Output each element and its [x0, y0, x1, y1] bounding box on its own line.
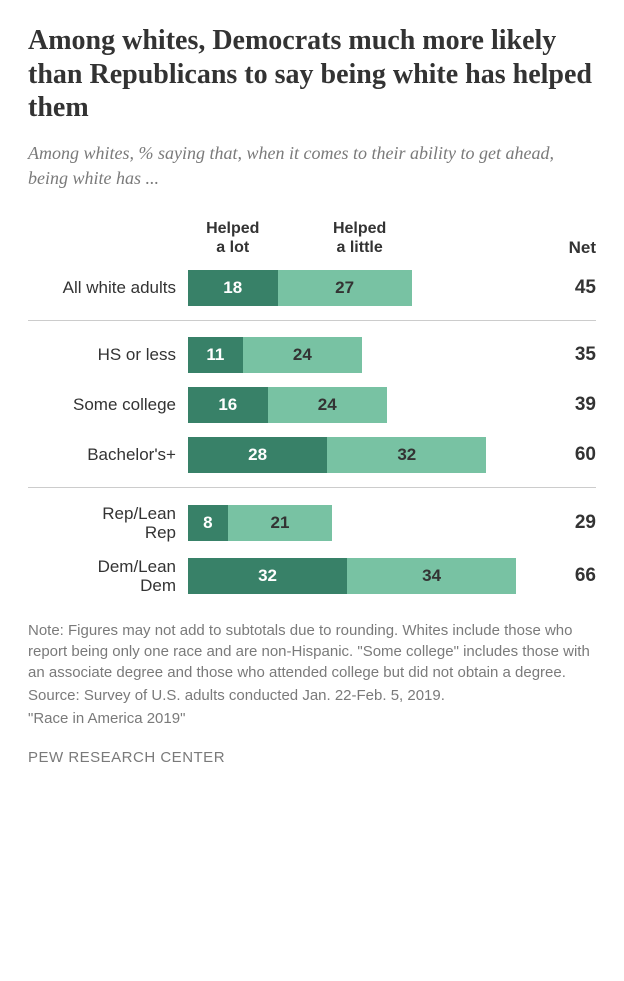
chart-row: All white adults182745 [28, 270, 596, 306]
chart-row: HS or less112435 [28, 337, 596, 373]
group-divider [28, 487, 596, 488]
bar-container: 1827 [188, 270, 546, 306]
bar-helped-little: 32 [327, 437, 486, 473]
bar-container: 821 [188, 505, 546, 541]
row-label: All white adults [28, 278, 188, 298]
net-value: 35 [546, 344, 596, 366]
chart-area: Helpeda lotHelpeda little Net All white … [28, 219, 596, 596]
header-labels: Helpeda lotHelpeda little [188, 219, 442, 257]
publisher: PEW RESEARCH CENTER [28, 749, 596, 766]
row-label: Some college [28, 395, 188, 415]
net-value: 66 [546, 565, 596, 587]
group-divider [28, 320, 596, 321]
row-label: HS or less [28, 345, 188, 365]
bar-container: 3234 [188, 558, 546, 594]
bar-helped-little: 27 [278, 270, 412, 306]
bar-helped-lot: 28 [188, 437, 327, 473]
header-helped-little: Helpeda little [278, 219, 442, 257]
net-value: 39 [546, 394, 596, 416]
bar-container: 1124 [188, 337, 546, 373]
chart-rows-container: All white adults182745HS or less112435So… [28, 270, 596, 596]
header-row: Helpeda lotHelpeda little Net [28, 219, 596, 257]
row-label: Dem/LeanDem [28, 557, 188, 596]
net-value: 60 [546, 444, 596, 466]
footnote-source: Source: Survey of U.S. adults conducted … [28, 685, 596, 706]
bar-helped-lot: 11 [188, 337, 243, 373]
row-label: Bachelor's+ [28, 445, 188, 465]
bar-helped-little: 24 [268, 387, 387, 423]
chart-subtitle: Among whites, % saying that, when it com… [28, 141, 596, 191]
footnote-note: Note: Figures may not add to subtotals d… [28, 620, 596, 683]
bar-container: 2832 [188, 437, 546, 473]
bar-helped-lot: 32 [188, 558, 347, 594]
net-value: 29 [546, 512, 596, 534]
row-label: Rep/LeanRep [28, 504, 188, 543]
chart-row: Dem/LeanDem323466 [28, 557, 596, 596]
footnote-report: "Race in America 2019" [28, 708, 596, 729]
footnotes: Note: Figures may not add to subtotals d… [28, 620, 596, 729]
bar-container: 1624 [188, 387, 546, 423]
bar-helped-little: 24 [243, 337, 362, 373]
chart-row: Rep/LeanRep82129 [28, 504, 596, 543]
header-helped-lot: Helpeda lot [188, 219, 278, 257]
net-header: Net [546, 238, 596, 258]
bar-helped-little: 34 [347, 558, 516, 594]
bar-helped-lot: 8 [188, 505, 228, 541]
chart-title: Among whites, Democrats much more likely… [28, 24, 596, 125]
bar-helped-lot: 16 [188, 387, 268, 423]
bar-helped-lot: 18 [188, 270, 278, 306]
chart-row: Some college162439 [28, 387, 596, 423]
net-value: 45 [546, 277, 596, 299]
bar-helped-little: 21 [228, 505, 332, 541]
chart-row: Bachelor's+283260 [28, 437, 596, 473]
